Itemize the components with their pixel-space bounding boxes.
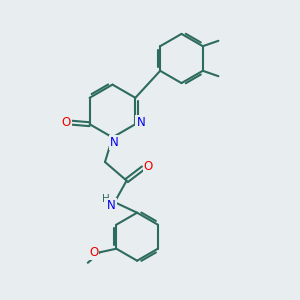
Text: H: H xyxy=(102,194,110,204)
Text: N: N xyxy=(107,199,116,212)
Text: O: O xyxy=(61,116,71,129)
Text: N: N xyxy=(110,136,118,149)
Text: O: O xyxy=(144,160,153,173)
Text: O: O xyxy=(89,246,98,260)
Text: N: N xyxy=(136,116,145,129)
